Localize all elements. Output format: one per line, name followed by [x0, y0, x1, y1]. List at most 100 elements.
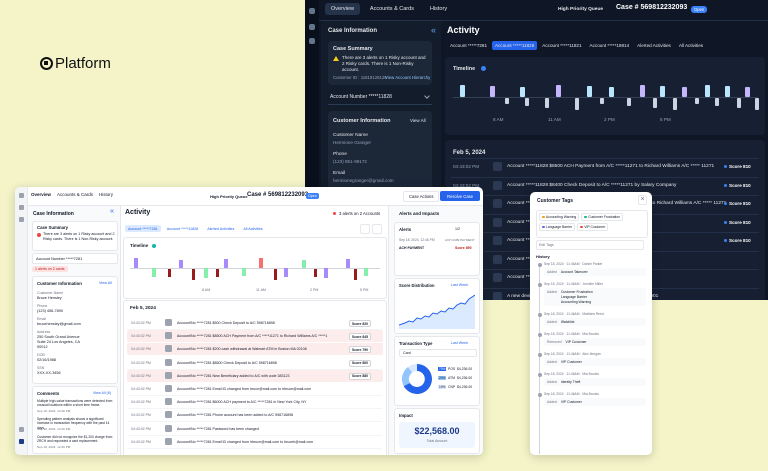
collapse-button[interactable]: « [110, 208, 114, 215]
row-text[interactable]: Account *****11828 $8500 ACH Payment fro… [507, 164, 715, 169]
timeline-event[interactable] [695, 98, 699, 104]
tab[interactable]: Accounts & Cards [57, 192, 94, 197]
timeline-event[interactable] [627, 98, 631, 106]
timeline-event[interactable] [715, 98, 719, 106]
timeline-event[interactable] [705, 85, 710, 97]
transaction-period[interactable]: Last Week [451, 341, 468, 345]
sidebar-icon[interactable] [309, 38, 315, 44]
tab[interactable]: Accounts & Cards [369, 6, 414, 12]
timeline-event[interactable] [575, 98, 579, 110]
timeline-event[interactable] [216, 269, 219, 277]
activity-tab[interactable]: Account *****19814 [589, 43, 630, 48]
score-period[interactable]: Last Week [451, 283, 468, 287]
timeline-event[interactable] [745, 87, 750, 97]
timeline-event[interactable] [525, 98, 529, 106]
timeline-event[interactable] [545, 98, 549, 108]
tab[interactable]: Overview [31, 192, 52, 197]
timeline-event[interactable] [259, 258, 263, 268]
activity-tab[interactable]: All Activities [678, 43, 704, 48]
timeline-event[interactable] [755, 98, 759, 110]
activity-row[interactable]: 04:43:02 PM Account/No *****7281 $8500 Ch… [127, 357, 383, 370]
tab[interactable]: Overview [325, 3, 360, 15]
account-select[interactable]: Account Number *****11828 [328, 91, 432, 105]
tool-button[interactable] [372, 224, 382, 234]
edit-tags-input[interactable]: Edit Tags [536, 240, 644, 250]
activity-tab[interactable]: Account *****7281 [450, 43, 488, 48]
activity-tab[interactable]: Account *****11821 [542, 43, 582, 48]
timeline-event[interactable] [354, 269, 357, 280]
tag-chip[interactable]: Customer Frustration [581, 213, 624, 221]
row-text[interactable]: Account *****11828 $8400 Check Deposit t… [507, 182, 677, 188]
timeline-event[interactable] [204, 268, 208, 278]
activity-row[interactable]: 04:43:02 PM Account/No *****7281 $200 cas… [127, 343, 383, 356]
timeline-event[interactable] [587, 86, 592, 97]
tab[interactable]: History [99, 192, 114, 197]
tool-button[interactable] [360, 224, 370, 234]
collapse-button[interactable]: « [431, 25, 437, 35]
timeline-event[interactable] [460, 85, 465, 97]
sidebar-icon[interactable] [18, 217, 24, 222]
activity-row[interactable]: 04:43:02 PM Account/No *****7281 Email ID… [127, 383, 383, 396]
timeline-event[interactable] [600, 98, 604, 104]
timeline-event[interactable] [520, 87, 525, 97]
view-all[interactable]: View All [99, 281, 112, 285]
timeline-event[interactable] [302, 260, 306, 268]
activity-row[interactable]: 04:43:02 PM Account/No *****7281 Email ID… [127, 436, 383, 449]
timeline-event[interactable] [653, 98, 657, 108]
activity-row[interactable]: 04:43:02 PM Account/No *****7281 Phone ac… [127, 409, 383, 423]
tag-chip[interactable]: VIP Customer [577, 223, 609, 231]
pager[interactable]: 1/2 [455, 227, 460, 231]
activity-tab[interactable]: Account *****11828 [166, 226, 199, 231]
close-button[interactable]: × [638, 195, 648, 205]
activity-tab[interactable]: Account *****11828 [492, 41, 538, 50]
timeline-event[interactable] [346, 259, 350, 268]
activity-row[interactable]: 04:43:02 PM Account/No *****7281 $500 Che… [127, 317, 383, 330]
timeline-event[interactable] [660, 86, 665, 97]
timeline-event[interactable] [314, 269, 317, 277]
timeline-event[interactable] [737, 98, 741, 108]
hierarchy-link[interactable]: View Account Hierarchy [385, 75, 431, 80]
timeline-event[interactable] [152, 268, 156, 277]
sidebar-icon[interactable] [18, 439, 24, 444]
sidebar-icon[interactable] [18, 427, 24, 432]
sidebar-icon[interactable] [18, 193, 24, 198]
timeline-event[interactable] [192, 269, 195, 280]
timeline-event[interactable] [673, 98, 677, 110]
activity-row[interactable]: 04:43:02 PM Account/No *****7281 $6000 AC… [127, 396, 383, 410]
tab[interactable]: History [429, 6, 448, 12]
account-select[interactable]: Account Number *****7281 [32, 253, 118, 264]
timeline-event[interactable] [284, 268, 288, 277]
timeline-event[interactable] [168, 269, 171, 277]
timeline-event[interactable] [134, 258, 138, 268]
view-all[interactable]: View All [410, 118, 426, 123]
comments-view-all[interactable]: View All (6) [93, 391, 111, 395]
timeline-event[interactable] [224, 259, 228, 268]
sidebar-icon[interactable] [18, 205, 24, 210]
timeline-event[interactable] [725, 86, 730, 97]
timeline-event[interactable] [682, 87, 687, 97]
timeline-event[interactable] [364, 268, 368, 276]
activity-row[interactable]: 04:43:02 PM Account/No *****7281 New Bene… [127, 369, 383, 382]
timeline-event[interactable] [242, 268, 246, 276]
timeline-event[interactable] [556, 85, 561, 97]
timeline-event[interactable] [609, 87, 614, 97]
activity-tab[interactable]: Account *****7281 [125, 225, 161, 232]
timeline-event[interactable] [490, 86, 495, 97]
timeline-event[interactable] [640, 85, 645, 97]
tag-chip[interactable]: Accounting Warning [539, 213, 580, 221]
activity-row[interactable]: 04:43:02 PM Account/No *****7281 $8500 AC… [127, 330, 383, 343]
case-actions-button[interactable]: Case Actions [403, 191, 440, 202]
sidebar-icon[interactable] [309, 24, 315, 30]
tag-chip[interactable]: Language Barrier [539, 223, 576, 231]
transaction-select[interactable]: Card [399, 349, 477, 357]
activity-tab[interactable]: All Activities [243, 226, 263, 231]
timeline-event[interactable] [324, 268, 328, 278]
timeline-event[interactable] [274, 269, 277, 280]
timeline-event[interactable] [179, 260, 183, 268]
activity-row[interactable]: 04:43:02 PM Account/No *****7281 Password… [127, 423, 383, 436]
activity-tab[interactable]: Alerted Activities [207, 226, 235, 231]
sidebar-icon[interactable] [309, 8, 315, 14]
resolve-button[interactable]: Resolve Case [440, 191, 481, 201]
timeline-event[interactable] [505, 98, 509, 104]
activity-tab[interactable]: Alerted Activities [637, 43, 671, 48]
